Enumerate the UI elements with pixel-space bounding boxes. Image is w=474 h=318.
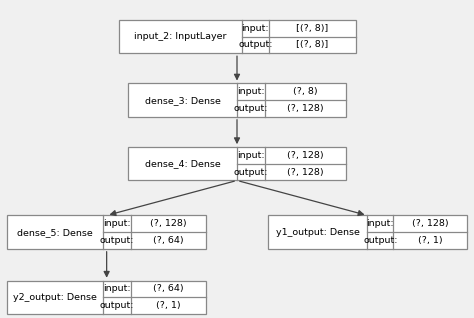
Text: input:: input:: [237, 87, 265, 96]
Text: input_2: InputLayer: input_2: InputLayer: [134, 32, 227, 41]
Text: dense_5: Dense: dense_5: Dense: [17, 228, 93, 237]
Text: dense_3: Dense: dense_3: Dense: [145, 96, 220, 105]
Text: [(?, 8)]: [(?, 8)]: [296, 24, 328, 33]
Text: input:: input:: [242, 24, 269, 33]
Text: (?, 8): (?, 8): [293, 87, 318, 96]
Text: output:: output:: [100, 301, 134, 310]
Bar: [268, 216, 467, 249]
Text: y2_output: Dense: y2_output: Dense: [13, 293, 97, 302]
Text: input:: input:: [366, 219, 394, 228]
Bar: [7, 216, 206, 249]
Text: (?, 128): (?, 128): [412, 219, 448, 228]
Bar: [7, 281, 206, 314]
Bar: [118, 20, 356, 53]
Text: (?, 64): (?, 64): [153, 236, 184, 245]
Text: dense_4: Dense: dense_4: Dense: [145, 159, 220, 168]
Text: output:: output:: [234, 168, 268, 176]
Text: input:: input:: [103, 285, 130, 294]
Text: (?, 1): (?, 1): [418, 236, 442, 245]
Text: output:: output:: [100, 236, 134, 245]
Text: input:: input:: [237, 151, 265, 160]
Text: output:: output:: [238, 40, 273, 49]
Text: y1_output: Dense: y1_output: Dense: [276, 228, 359, 237]
Text: input:: input:: [103, 219, 130, 228]
Text: (?, 64): (?, 64): [153, 285, 184, 294]
Text: (?, 128): (?, 128): [287, 151, 324, 160]
Text: (?, 128): (?, 128): [287, 168, 324, 176]
Text: output:: output:: [234, 104, 268, 113]
Text: output:: output:: [363, 236, 398, 245]
Text: [(?, 8)]: [(?, 8)]: [296, 40, 328, 49]
Bar: [128, 147, 346, 181]
Bar: [128, 83, 346, 117]
Text: (?, 128): (?, 128): [287, 104, 324, 113]
Text: (?, 1): (?, 1): [156, 301, 181, 310]
Text: (?, 128): (?, 128): [150, 219, 187, 228]
